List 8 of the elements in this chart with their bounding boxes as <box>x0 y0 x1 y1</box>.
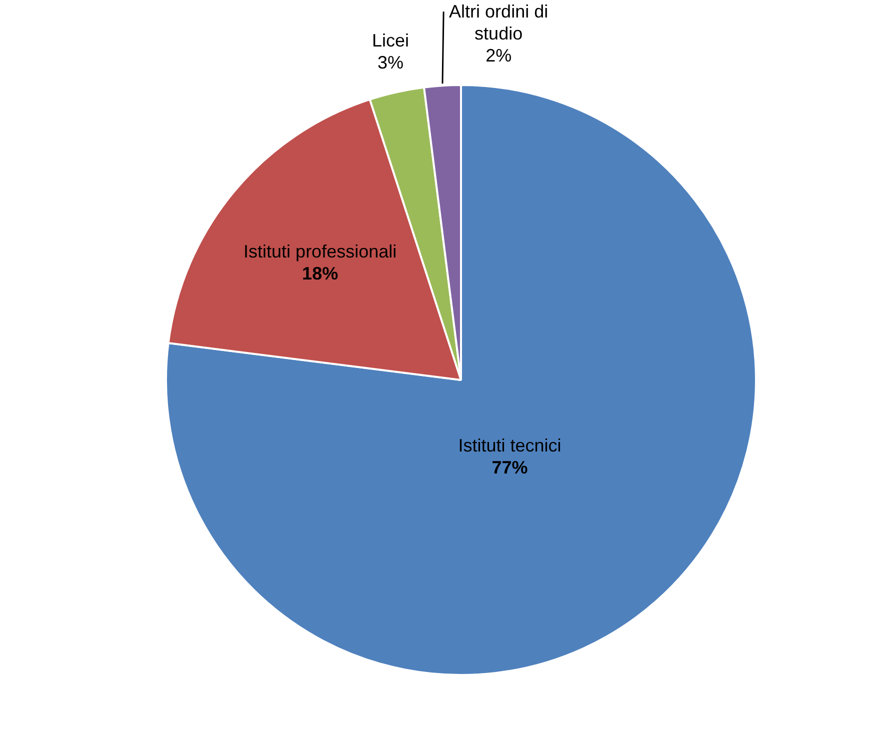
data-label: 2% <box>486 46 512 66</box>
data-label: 77% <box>492 457 528 478</box>
slice-label: Istituti tecnici <box>458 435 562 456</box>
data-label: 18% <box>302 263 338 284</box>
slice-label: Altri ordini di studio <box>449 2 548 44</box>
slice-label: Licei <box>372 30 410 51</box>
slice-label: Istituti professionali <box>244 241 397 262</box>
data-label: 3% <box>378 52 404 73</box>
